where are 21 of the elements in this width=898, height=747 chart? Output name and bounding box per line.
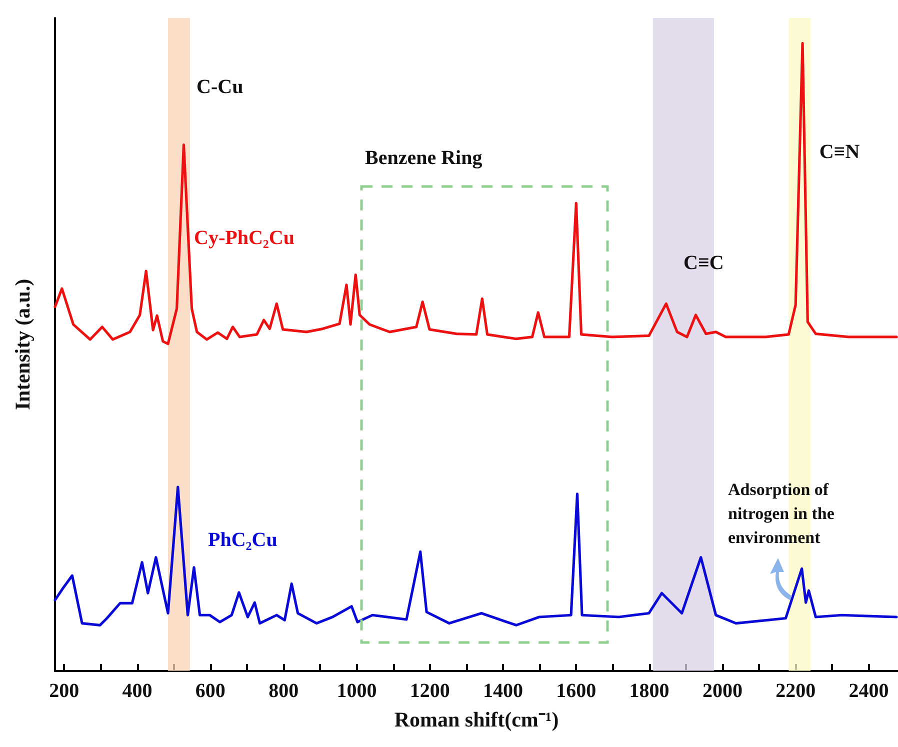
x-tick-label: 200	[49, 680, 80, 702]
x-tick-label: 800	[268, 680, 299, 702]
band-label: C-Cu	[196, 76, 244, 98]
annotation: Benzene Ring	[365, 146, 484, 170]
x-tick-label: 1800	[629, 680, 670, 702]
x-tick-label: 400	[122, 680, 152, 702]
x-tick-label: 1200	[410, 680, 450, 702]
y-axis-title: Intensity (a.u.)	[10, 278, 34, 410]
x-tick-label: 2000	[702, 680, 742, 702]
x-tick-label: 2400	[848, 680, 889, 702]
band-label: C≡N	[819, 141, 860, 164]
annotation: Adsorption of nitrogen in the environment	[728, 479, 836, 549]
x-axis-title: Roman shift(cm⁻¹)	[394, 708, 559, 732]
x-tick-label: 600	[195, 680, 226, 702]
band-label: C≡C	[684, 252, 724, 274]
x-tick-label: 2200	[776, 680, 816, 702]
series-label: PhC₂Cu	[208, 529, 278, 551]
x-tick-label: 1600	[556, 680, 596, 702]
series-label: Cy-PhC₂Cu	[194, 227, 294, 249]
x-tick-label: 1400	[483, 680, 524, 702]
x-tick-label: 1000	[336, 680, 377, 702]
